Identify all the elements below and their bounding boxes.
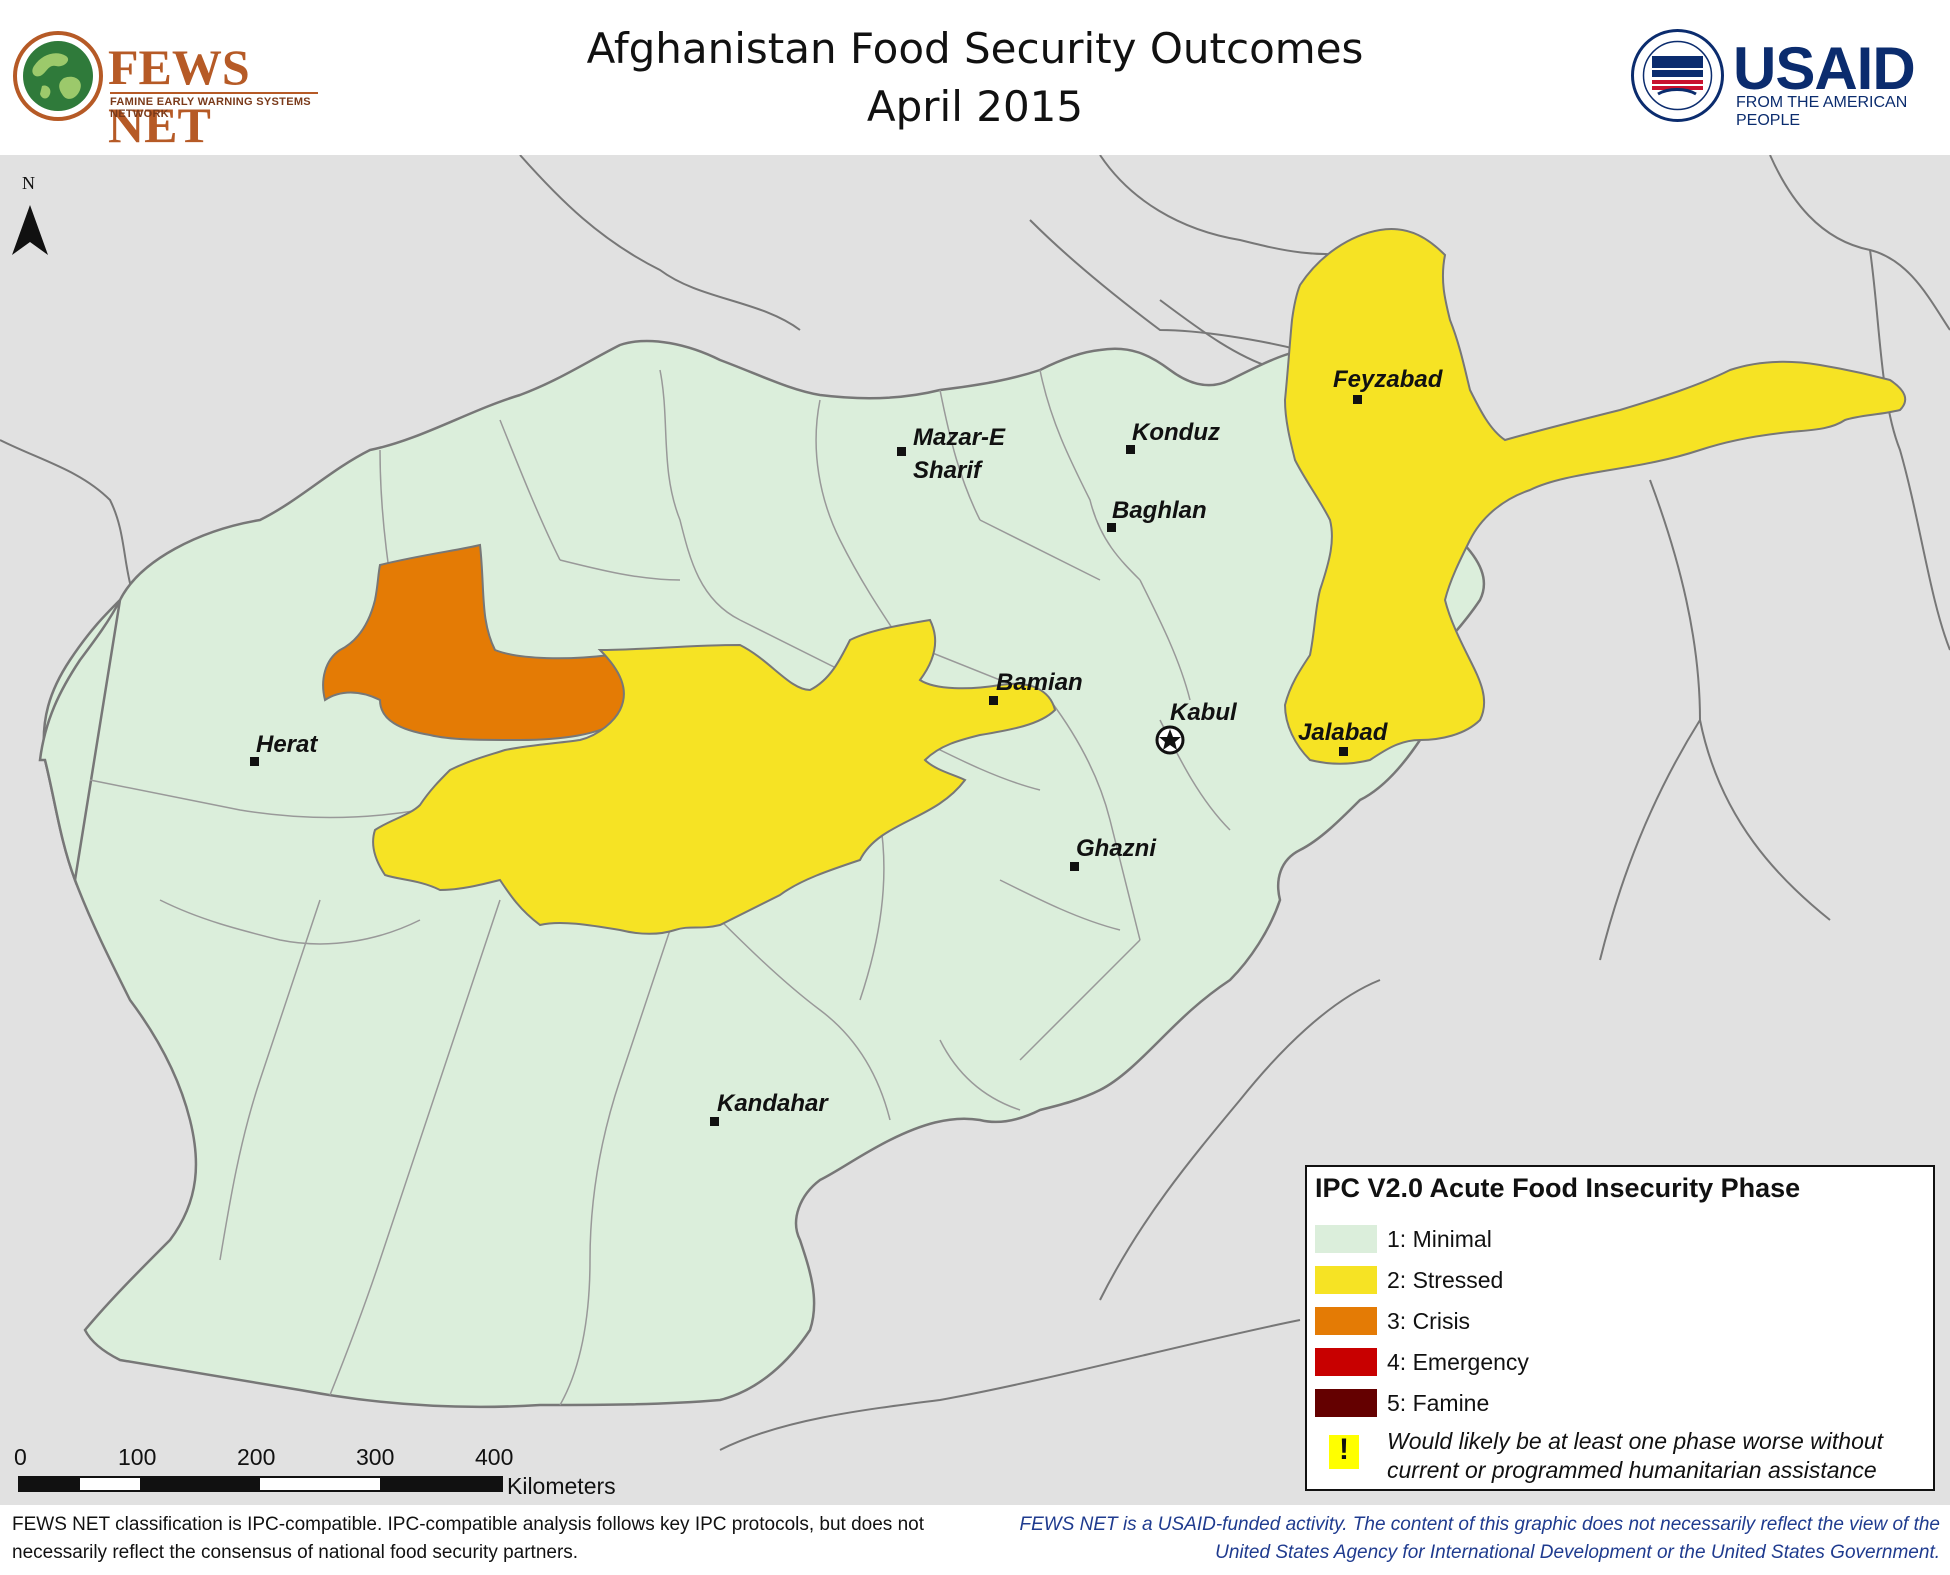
legend: IPC V2.0 Acute Food Insecurity Phase 1: … bbox=[1305, 1165, 1935, 1491]
scale-tick-100: 100 bbox=[118, 1444, 157, 1470]
city-marker-herat bbox=[250, 757, 259, 766]
city-label-baghlan: Baghlan bbox=[1112, 497, 1207, 524]
city-label-jalabad: Jalabad bbox=[1298, 719, 1389, 746]
city-label-kabul: Kabul bbox=[1170, 699, 1238, 726]
city-marker-konduz bbox=[1126, 445, 1135, 454]
city-label-konduz: Konduz bbox=[1132, 419, 1220, 446]
map-title: Afghanistan Food Security Outcomes April… bbox=[0, 20, 1950, 136]
exclamation-icon bbox=[1329, 1435, 1359, 1469]
scale-segment bbox=[20, 1478, 80, 1490]
legend-label-famine: 5: Famine bbox=[1387, 1390, 1490, 1416]
scale-tick-300: 300 bbox=[356, 1444, 395, 1470]
city-label-kandahar: Kandahar bbox=[717, 1090, 829, 1117]
afghanistan-western-area bbox=[38, 599, 122, 885]
north-arrow-icon: N bbox=[12, 173, 48, 255]
city-marker-baghlan bbox=[1107, 523, 1116, 532]
city-label-herat: Herat bbox=[256, 731, 318, 758]
capital-star-icon bbox=[1155, 725, 1185, 755]
legend-swatch-minimal bbox=[1315, 1225, 1377, 1253]
stressed-area-northeast bbox=[1283, 228, 1907, 765]
city-marker-jalabad bbox=[1339, 747, 1348, 756]
exclamation-symbol: ! bbox=[1339, 1433, 1349, 1466]
legend-label-emergency: 4: Emergency bbox=[1387, 1349, 1529, 1375]
city-marker-kandahar bbox=[710, 1117, 719, 1126]
scale-tick-0: 0 bbox=[14, 1444, 27, 1470]
legend-label-stressed: 2: Stressed bbox=[1387, 1267, 1504, 1293]
scale-segment bbox=[140, 1478, 260, 1490]
scale-tick-400: 400 bbox=[475, 1444, 514, 1470]
fews-net-rule bbox=[110, 92, 318, 94]
legend-label-minimal: 1: Minimal bbox=[1387, 1226, 1492, 1252]
usaid-wordmark: USAID bbox=[1733, 35, 1916, 102]
fews-net-logo: FEWS NET FAMINE EARLY WARNING SYSTEMS NE… bbox=[12, 30, 318, 153]
stressed-area-central bbox=[372, 618, 1057, 935]
scale-tick-200: 200 bbox=[237, 1444, 276, 1470]
city-markers bbox=[250, 395, 1362, 1126]
city-label-mazar-line2: Sharif bbox=[913, 457, 983, 484]
city-label-bamian: Bamian bbox=[996, 669, 1083, 696]
crisis-area bbox=[322, 543, 630, 742]
map-title-line2: April 2015 bbox=[866, 82, 1084, 131]
fews-net-wordmark: FEWS NET bbox=[108, 39, 250, 153]
footer-disclaimer-left: FEWS NET classification is IPC-compatibl… bbox=[12, 1514, 924, 1563]
footer-disclaimer-right: FEWS NET is a USAID-funded activity. The… bbox=[1019, 1514, 1941, 1563]
legend-label-crisis: 3: Crisis bbox=[1387, 1308, 1471, 1334]
scale-bar: 0 100 200 300 400 Kilometers bbox=[10, 1440, 650, 1510]
city-marker-mazar bbox=[897, 447, 906, 456]
city-marker-bamian bbox=[989, 696, 998, 705]
legend-swatch-stressed bbox=[1315, 1266, 1377, 1294]
legend-swatch-crisis bbox=[1315, 1307, 1377, 1335]
header: FEWS NET FAMINE EARLY WARNING SYSTEMS NE… bbox=[0, 0, 1950, 155]
usaid-tagline: FROM THE AMERICAN PEOPLE bbox=[1736, 94, 1908, 129]
city-label-feyzabad: Feyzabad bbox=[1333, 366, 1444, 393]
legend-swatch-emergency bbox=[1315, 1348, 1377, 1376]
legend-swatch-famine bbox=[1315, 1389, 1377, 1417]
scale-bar-graphic bbox=[18, 1476, 503, 1492]
globe-icon bbox=[13, 31, 103, 121]
legend-note: ! Would likely be at least one phase wor… bbox=[1315, 1427, 1925, 1487]
city-marker-feyzabad bbox=[1353, 395, 1362, 404]
north-arrow-label: N bbox=[22, 173, 35, 193]
city-label-ghazni: Ghazni bbox=[1076, 835, 1157, 862]
map-title-line1: Afghanistan Food Security Outcomes bbox=[586, 24, 1364, 73]
city-label-mazar-line1: Mazar-E bbox=[913, 424, 1006, 451]
usaid-seal-icon bbox=[1631, 29, 1724, 122]
scale-units: Kilometers bbox=[507, 1473, 616, 1499]
fews-net-subtitle: FAMINE EARLY WARNING SYSTEMS NETWORK bbox=[110, 96, 311, 120]
scale-segment bbox=[380, 1478, 501, 1490]
usaid-logo: USAID FROM THE AMERICAN PEOPLE bbox=[1630, 28, 1942, 129]
city-marker-ghazni bbox=[1070, 862, 1079, 871]
legend-title: IPC V2.0 Acute Food Insecurity Phase bbox=[1315, 1173, 1801, 1203]
legend-note-text: Would likely be at least one phase worse… bbox=[1387, 1428, 1884, 1483]
